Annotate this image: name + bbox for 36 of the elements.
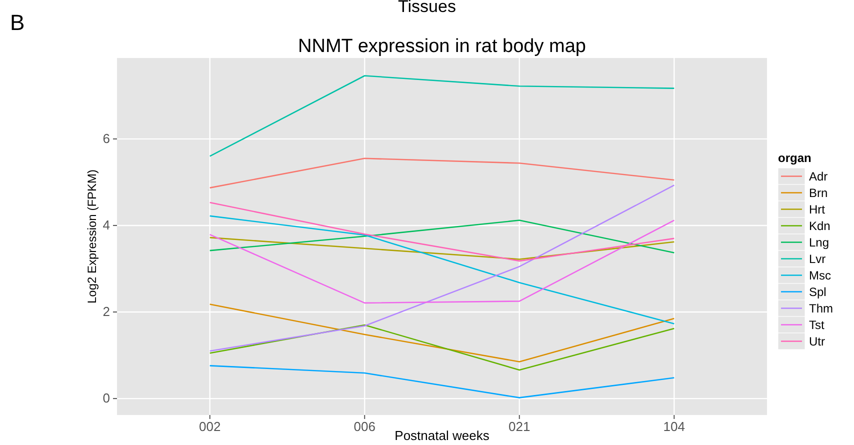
text: Tissues (398, 0, 456, 16)
legend-label: Adr (809, 170, 828, 184)
legend-label: Kdn (809, 219, 830, 233)
line-series (209, 220, 675, 254)
legend-label: Thm (809, 302, 834, 316)
line-series (209, 324, 675, 371)
text: B (10, 10, 25, 35)
legend-label: Msc (809, 268, 831, 282)
legend-label: Tst (809, 318, 825, 332)
line-series (209, 365, 675, 398)
line-series (209, 158, 675, 188)
y-axis-title: Log2 Expression (FPKM) (85, 169, 99, 304)
legend-label: Brn (809, 186, 828, 200)
chart-title: NNMT expression in rat body map (298, 36, 586, 57)
legend-label: Spl (809, 285, 826, 299)
line-series (209, 75, 675, 157)
x-tick-label: 002 (199, 419, 221, 434)
legend-label: Lvr (809, 252, 826, 266)
legend-label: Hrt (809, 202, 826, 216)
line-series (209, 220, 675, 304)
y-tick-label: 2 (102, 304, 110, 320)
line-series (209, 215, 675, 324)
x-tick-label: 006 (354, 419, 376, 434)
x-tick-label: 021 (508, 419, 530, 434)
legend-label: Utr (809, 334, 825, 348)
y-tick-label: 6 (102, 131, 110, 146)
x-tick-label: 104 (663, 419, 685, 434)
line-series (209, 236, 675, 260)
y-tick-label: 4 (102, 218, 110, 233)
x-axis-title: Postnatal weeks (394, 428, 490, 443)
line-series (209, 184, 675, 352)
line-series (209, 304, 675, 362)
line-series (209, 202, 675, 262)
y-tick-label: 0 (102, 390, 110, 406)
legend-title: organ (778, 151, 812, 165)
legend-label: Lng (809, 236, 830, 250)
